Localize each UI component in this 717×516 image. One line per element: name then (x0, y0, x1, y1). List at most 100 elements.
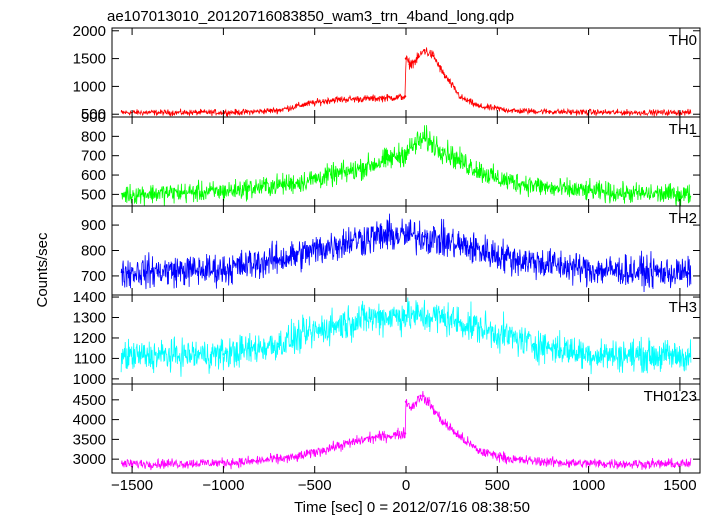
y-tick-label: 3000 (73, 451, 106, 468)
data-point (395, 433, 399, 436)
data-point (295, 254, 298, 257)
data-point (410, 406, 413, 409)
data-point (404, 400, 408, 403)
x-tick-label: −1500 (111, 477, 153, 494)
x-tick-label: 500 (485, 477, 510, 494)
data-point (441, 316, 444, 319)
data-point (368, 436, 371, 440)
panel-label: TH2 (669, 210, 697, 227)
panel-label: TH0 (669, 32, 697, 49)
y-tick-label: 600 (81, 167, 106, 184)
data-point (434, 410, 437, 413)
data-point (587, 268, 590, 271)
x-tick-label: −1000 (202, 477, 244, 494)
x-tick-label: −500 (298, 477, 332, 494)
data-point (222, 268, 225, 271)
data-point (404, 314, 408, 317)
data-point (404, 57, 408, 60)
x-tick-label: 1000 (572, 477, 605, 494)
data-point (569, 461, 572, 465)
data-point (459, 160, 462, 163)
data-point (413, 60, 417, 63)
data-point (222, 353, 225, 356)
panels-group: 500 1000 1500 2000 TH0 500 600 700 800 900 TH1 700 8… (73, 23, 701, 494)
data-point (350, 239, 353, 242)
series-line-th2 (120, 213, 692, 293)
data-point (403, 95, 407, 98)
panel-th3: 1000 1100 1200 1300 1400 TH3 (73, 289, 701, 388)
data-point (687, 462, 691, 466)
data-point (276, 109, 280, 112)
x-tick-label: 0 (402, 477, 410, 494)
data-point (441, 71, 444, 74)
data-point (426, 400, 430, 403)
data-point (514, 109, 517, 113)
data-point (514, 458, 517, 462)
y-tick-label: 4500 (73, 392, 106, 409)
y-tick-label: 800 (81, 128, 106, 145)
y-tick-label: 500 (81, 186, 106, 203)
data-point (587, 353, 590, 356)
data-point (404, 234, 408, 237)
series-line-th0123 (120, 391, 692, 471)
data-point (121, 355, 125, 358)
data-point (477, 450, 481, 453)
data-point (532, 342, 536, 346)
data-point (687, 355, 691, 358)
data-point (403, 432, 407, 435)
y-tick-label: 1100 (74, 350, 106, 367)
data-point (514, 258, 517, 261)
data-point (459, 244, 462, 247)
data-point (413, 142, 417, 146)
data-point (121, 111, 125, 114)
y-tick-label: 3500 (73, 431, 106, 448)
panel-frame (111, 294, 701, 385)
data-point (350, 169, 353, 173)
data-point (423, 137, 426, 140)
data-point (687, 111, 691, 114)
panel-label: TH0123 (644, 388, 697, 405)
data-point (185, 111, 189, 114)
data-point (295, 455, 298, 459)
data-point (368, 97, 371, 100)
data-point (623, 462, 627, 466)
y-tick-label: 1200 (73, 330, 106, 347)
x-tick-label: 1500 (663, 477, 696, 494)
data-point (687, 193, 691, 196)
panel-th0123: 3000 3500 4000 4500 TH0123 (73, 383, 701, 474)
data-point (185, 462, 189, 465)
data-point (368, 316, 371, 319)
y-tick-label: 800 (81, 243, 106, 260)
y-tick-label: 900 (81, 109, 106, 126)
data-point (121, 193, 125, 196)
y-tick-label: 700 (81, 268, 106, 285)
panel-th0: 500 1000 1500 2000 TH0 (73, 23, 701, 123)
y-tick-label: 4000 (73, 412, 106, 429)
data-point (404, 151, 408, 154)
data-point (331, 324, 335, 327)
data-point (623, 192, 627, 195)
data-point (386, 158, 389, 161)
data-point (304, 103, 307, 106)
y-tick-label: 1500 (73, 51, 106, 68)
data-point (477, 326, 481, 329)
panel-label: TH1 (669, 121, 697, 138)
data-point (386, 234, 389, 237)
panel-label: TH3 (669, 299, 697, 316)
data-point (496, 177, 499, 181)
data-point (121, 270, 125, 274)
y-tick-label: 500 (81, 106, 106, 123)
y-tick-label: 1000 (73, 78, 106, 95)
data-point (408, 62, 411, 66)
chart-title: ae107013010_20120716083850_wam3_trn_4ban… (107, 8, 514, 25)
data-point (423, 49, 426, 52)
data-point (441, 148, 444, 152)
data-point (331, 98, 335, 101)
data-point (569, 110, 572, 114)
data-point (550, 187, 554, 190)
data-point (687, 272, 691, 275)
data-point (276, 342, 280, 346)
data-point (441, 420, 444, 423)
y-tick-label: 1000 (73, 371, 106, 388)
